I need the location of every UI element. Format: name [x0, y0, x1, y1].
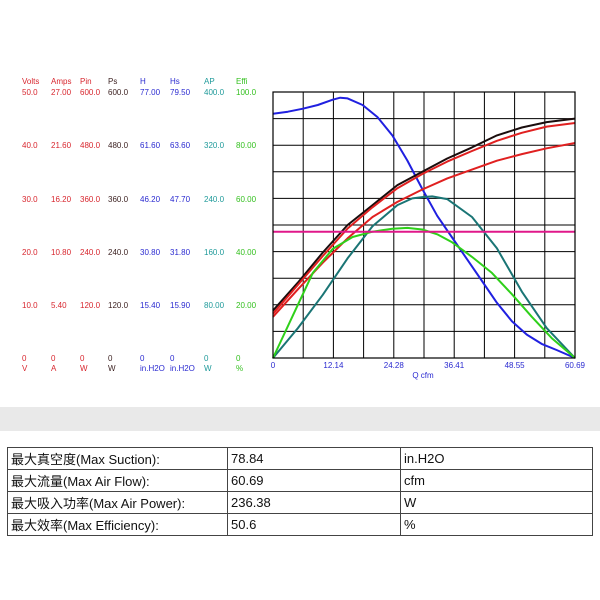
y-axis-tick-label: 77.00 — [140, 88, 161, 97]
y-axis-tick-label: 120.0 — [108, 301, 129, 310]
x-axis-tick-label: 12.14 — [323, 361, 344, 370]
y-axis-tick-label: 47.70 — [170, 195, 191, 204]
y-axis-header: H — [140, 77, 146, 86]
y-axis-tick-label: 16.20 — [51, 195, 72, 204]
y-axis-tick-label: 30.80 — [140, 248, 161, 257]
y-axis-unit: V — [22, 364, 28, 373]
spec-value: 236.38 — [227, 491, 401, 514]
spec-label: 最大真空度(Max Suction): — [7, 447, 228, 470]
y-axis-tick-label: 400.0 — [204, 88, 225, 97]
x-axis-tick-label: 48.55 — [505, 361, 526, 370]
y-axis-tick-label: 0 — [204, 354, 209, 363]
y-axis-tick-label: 20.00 — [236, 301, 257, 310]
y-axis-tick-label: 0 — [236, 354, 241, 363]
y-axis-tick-label: 120.0 — [80, 301, 101, 310]
separator-band — [0, 407, 600, 431]
spec-value: 60.69 — [227, 469, 401, 492]
x-axis-tick-label: 0 — [271, 361, 276, 370]
y-axis-tick-label: 480.0 — [108, 141, 129, 150]
y-axis-tick-label: 20.0 — [22, 248, 38, 257]
y-axis-tick-label: 360.0 — [108, 195, 129, 204]
y-axis-unit: in.H2O — [170, 364, 195, 373]
y-axis-header: Pin — [80, 77, 92, 86]
y-axis-tick-label: 63.60 — [170, 141, 191, 150]
y-axis-tick-label: 0 — [51, 354, 56, 363]
y-axis-tick-label: 40.00 — [236, 248, 257, 257]
y-axis-tick-label: 61.60 — [140, 141, 161, 150]
y-axis-tick-label: 100.0 — [236, 88, 257, 97]
y-axis-tick-label: 30.0 — [22, 195, 38, 204]
x-axis-label: Q cfm — [412, 371, 434, 380]
y-axis-tick-label: 46.20 — [140, 195, 161, 204]
y-axis-tick-label: 600.0 — [80, 88, 101, 97]
y-axis-header: AP — [204, 77, 215, 86]
y-axis-unit: W — [80, 364, 88, 373]
table-row: 最大真空度(Max Suction): 78.84 in.H2O — [7, 447, 593, 470]
series-line-3 — [272, 142, 576, 318]
spec-value: 78.84 — [227, 447, 401, 470]
y-axis-tick-label: 79.50 — [170, 88, 191, 97]
spec-label: 最大效率(Max Efficiency): — [7, 513, 228, 536]
y-axis-tick-label: 80.00 — [236, 141, 257, 150]
y-axis-header: Amps — [51, 77, 71, 86]
x-axis-tick-label: 60.69 — [565, 361, 586, 370]
y-axis-tick-label: 0 — [80, 354, 85, 363]
y-axis-header: Ps — [108, 77, 117, 86]
y-axis-unit: in.H2O — [140, 364, 165, 373]
y-axis-tick-label: 240.0 — [108, 248, 129, 257]
y-axis-tick-label: 5.40 — [51, 301, 67, 310]
y-axis-tick-label: 0 — [170, 354, 175, 363]
spec-unit: cfm — [400, 469, 593, 492]
table-row: 最大吸入功率(Max Air Power): 236.38 W — [7, 491, 593, 514]
y-axis-tick-label: 240.0 — [80, 248, 101, 257]
y-axis-tick-label: 40.0 — [22, 141, 38, 150]
y-axis-tick-label: 600.0 — [108, 88, 129, 97]
y-axis-tick-label: 360.0 — [80, 195, 101, 204]
y-axis-tick-label: 480.0 — [80, 141, 101, 150]
x-axis-tick-label: 24.28 — [384, 361, 405, 370]
series-line-4 — [272, 195, 576, 359]
table-row: 最大流量(Max Air Flow): 60.69 cfm — [7, 469, 593, 492]
y-axis-unit: W — [108, 364, 116, 373]
performance-chart: Volts Amps Pin Ps H Hs AP Effi 50.0 40.0 30.0 20.0… — [22, 77, 586, 380]
spec-value: 50.6 — [227, 513, 401, 536]
y-axis-tick-label: 21.60 — [51, 141, 72, 150]
y-axis-tick-label: 240.0 — [204, 195, 225, 204]
y-axis-header: Hs — [170, 77, 180, 86]
y-axis-tick-label: 0 — [108, 354, 113, 363]
y-axis-unit: A — [51, 364, 57, 373]
y-axis-tick-label: 10.0 — [22, 301, 38, 310]
spec-table: 最大真空度(Max Suction): 78.84 in.H2O 最大流量(Ma… — [7, 447, 593, 536]
y-axis-tick-label: 27.00 — [51, 88, 72, 97]
y-axis-header: Volts — [22, 77, 39, 86]
spec-label: 最大流量(Max Air Flow): — [7, 469, 228, 492]
y-axis-tick-label: 15.90 — [170, 301, 191, 310]
y-axis-header: Effi — [236, 77, 248, 86]
spec-label: 最大吸入功率(Max Air Power): — [7, 491, 228, 514]
x-axis-tick-label: 36.41 — [444, 361, 465, 370]
series-line-1 — [272, 117, 576, 312]
y-axis-tick-label: 50.0 — [22, 88, 38, 97]
y-axis-tick-label: 0 — [140, 354, 145, 363]
y-axis-tick-label: 160.0 — [204, 248, 225, 257]
y-axis-unit: W — [204, 364, 212, 373]
y-axis-tick-label: 60.00 — [236, 195, 257, 204]
y-axis-tick-label: 320.0 — [204, 141, 225, 150]
y-axis-tick-label: 10.80 — [51, 248, 72, 257]
plot-frame — [272, 91, 576, 359]
y-axis-unit: % — [236, 364, 243, 373]
series-line-2 — [272, 122, 576, 315]
series-line-5 — [272, 226, 576, 359]
y-axis-tick-label: 80.00 — [204, 301, 225, 310]
spec-unit: % — [400, 513, 593, 536]
spec-unit: in.H2O — [400, 447, 593, 470]
spec-unit: W — [400, 491, 593, 514]
y-axis-tick-label: 15.40 — [140, 301, 161, 310]
y-axis-tick-label: 31.80 — [170, 248, 191, 257]
y-axis-tick-label: 0 — [22, 354, 27, 363]
table-row: 最大效率(Max Efficiency): 50.6 % — [7, 513, 593, 536]
